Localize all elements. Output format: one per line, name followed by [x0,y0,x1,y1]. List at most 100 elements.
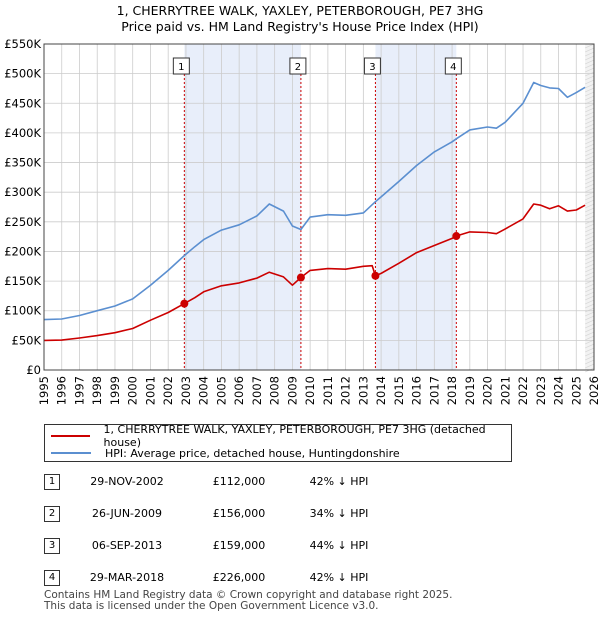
sale-hpi-diff: 34% ↓ HPI [309,507,369,520]
x-tick-label: 2012 [339,376,353,405]
forecast-hatch [585,243,595,249]
sale-number-badge: 4 [44,570,60,586]
forecast-hatch [585,191,595,197]
forecast-hatch [585,55,595,61]
forecast-hatch [585,359,595,365]
sale-date: 06-SEP-2013 [91,539,163,552]
title-line-1: 1, CHERRYTREE WALK, YAXLEY, PETERBOROUGH… [116,3,484,18]
x-tick-label: 2022 [516,376,530,405]
forecast-hatch [585,163,595,169]
legend-item-hpi: HPI: Average price, detached house, Hunt… [51,446,400,460]
x-tick-label: 2007 [250,376,264,405]
shaded-period [184,44,301,370]
sale-price: £112,000 [212,475,266,488]
forecast-hatch [585,299,595,305]
legend: 1, CHERRYTREE WALK, YAXLEY, PETERBOROUGH… [44,423,512,462]
transaction-box [444,57,462,75]
forecast-hatch [585,335,595,341]
forecast-hatch [585,147,595,153]
y-tick-label: £50K [12,333,42,347]
forecast-hatch [585,231,595,237]
forecast-hatch [585,59,595,65]
forecast-hatch [585,275,595,281]
y-tick-label: £350K [4,156,41,170]
y-tick-label: £150K [4,274,41,288]
forecast-hatch [585,363,595,369]
x-tick-label: 2008 [268,376,282,405]
transaction-point [180,299,189,308]
forecast-hatch [585,259,595,265]
x-tick-label: 1997 [72,376,86,405]
forecast-hatch [585,67,595,73]
forecast-hatch [585,311,595,317]
x-tick-label: 2017 [427,376,441,405]
x-tick-label: 1998 [90,376,104,405]
forecast-hatch [585,175,595,181]
forecast-hatch [585,123,595,129]
sale-date: 29-NOV-2002 [90,475,164,488]
x-tick-label: 2016 [410,376,424,405]
forecast-hatch [585,351,595,357]
forecast-hatch [585,355,595,361]
forecast-hatch [585,239,595,245]
y-tick-label: £300K [4,185,41,199]
forecast-hatch [585,159,595,165]
transaction-box-label: 3 [369,62,375,73]
x-tick-label: 2003 [179,376,193,405]
y-tick-label: £500K [4,67,41,81]
x-tick-label: 2018 [445,376,459,405]
forecast-hatch [585,235,595,241]
sale-number-badge: 2 [44,506,60,522]
legend-hpi-label: HPI: Average price, detached house, Hunt… [105,446,400,460]
forecast-hatch [585,143,595,149]
forecast-hatch [585,303,595,309]
transaction-box [289,57,307,75]
forecast-hatch [585,207,595,213]
transaction-box [172,57,190,75]
forecast-hatch [585,91,595,97]
forecast-hatch [585,319,595,325]
sale-number-badge: 1 [44,474,60,490]
y-tick-label: £400K [4,126,41,140]
forecast-hatch [585,107,595,113]
forecast-hatch [585,295,595,301]
forecast-hatch [585,171,595,177]
forecast-hatch [585,111,595,117]
transaction-point [452,232,461,241]
transaction-point [296,273,305,282]
forecast-region [585,44,594,370]
sale-hpi-diff: 42% ↓ HPI [309,571,369,584]
forecast-hatch [585,119,595,125]
forecast-hatch [585,83,595,89]
x-tick-label: 2009 [285,376,299,405]
forecast-hatch [585,43,595,49]
forecast-hatch [585,267,595,273]
forecast-hatch [585,215,595,221]
forecast-hatch [585,167,595,173]
x-tick-label: 2010 [303,376,317,405]
x-tick-label: 2019 [463,376,477,405]
x-tick-label: 2006 [232,376,246,405]
chart-title: 1, CHERRYTREE WALK, YAXLEY, PETERBOROUGH… [0,3,600,35]
y-tick-label: £450K [4,96,41,110]
forecast-hatch [585,211,595,217]
forecast-hatch [585,135,595,141]
x-tick-label: 2004 [197,376,211,405]
forecast-hatch [585,227,595,233]
forecast-hatch [585,195,595,201]
forecast-hatch [585,203,595,209]
price-chart: 1 2 3 4 £0 £50K £100K £150K £200K £250K £300K £350… [4,37,600,405]
forecast-hatch [585,271,595,277]
forecast-hatch [585,95,595,101]
sale-number-badge: 3 [44,538,60,554]
y-tick-label: £0 [26,363,41,377]
footer: Contains HM Land Registry data © Crown c… [44,590,452,612]
legend-blue-swatch [51,452,91,454]
property-price-line [43,203,586,342]
transaction-box-label: 2 [295,62,301,73]
x-tick-label: 2023 [534,376,548,405]
sale-date: 29-MAR-2018 [89,571,165,584]
forecast-hatch [585,139,595,145]
legend-red-swatch [51,435,90,437]
legend-item-property: 1, CHERRYTREE WALK, YAXLEY, PETERBOROUGH… [51,423,511,449]
